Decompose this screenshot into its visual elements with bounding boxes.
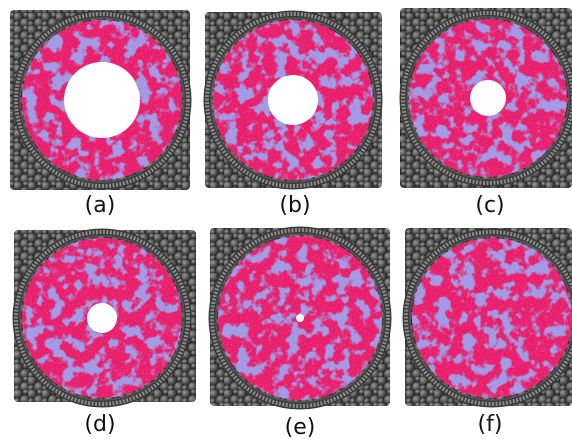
panel xyxy=(208,226,392,410)
ring-inner-edge xyxy=(210,17,376,183)
ring xyxy=(205,12,381,188)
ring-inner-edge xyxy=(19,235,185,401)
ring-inner-edge xyxy=(406,16,570,180)
panel xyxy=(12,228,196,408)
panel-label: (c) xyxy=(475,193,504,218)
panel xyxy=(399,8,572,188)
panel xyxy=(402,228,572,408)
panel-label: (e) xyxy=(285,415,316,439)
void xyxy=(64,62,140,138)
void xyxy=(296,314,304,322)
panel-label: (a) xyxy=(85,193,116,218)
panel-label: (b) xyxy=(279,193,310,218)
ring-inner-edge xyxy=(19,17,185,183)
speckles xyxy=(412,238,572,398)
panel-label: (d) xyxy=(84,412,115,437)
void xyxy=(87,303,117,333)
panel xyxy=(10,10,192,190)
ring xyxy=(14,12,190,188)
panel xyxy=(203,10,383,190)
ring-inner-edge xyxy=(409,235,572,401)
panel-label: (f) xyxy=(478,412,503,437)
void xyxy=(268,75,318,125)
ring xyxy=(14,230,190,406)
void xyxy=(470,80,506,116)
ring xyxy=(401,11,572,185)
ring xyxy=(210,228,390,408)
ring xyxy=(404,230,572,406)
ring-inner-edge xyxy=(215,233,385,403)
